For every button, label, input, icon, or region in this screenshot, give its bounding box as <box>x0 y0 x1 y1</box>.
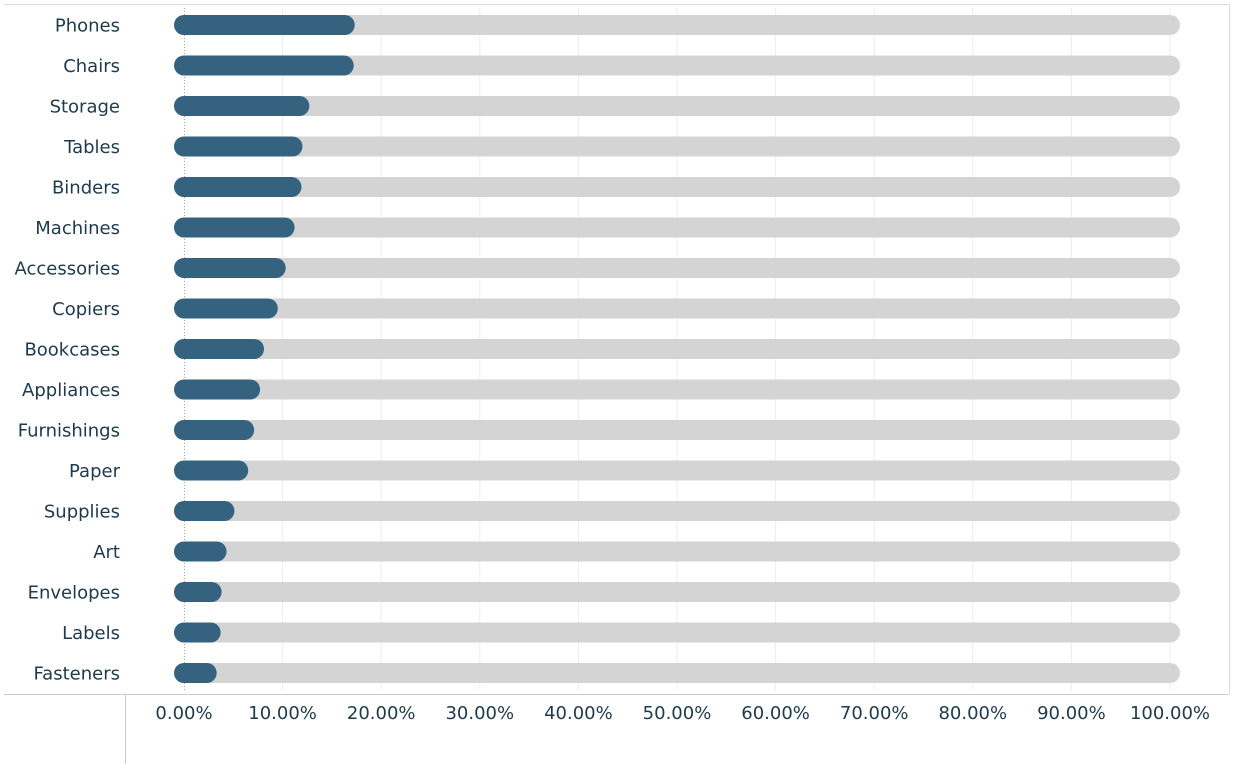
bar-furnishings[interactable] <box>174 420 255 440</box>
category-label: Supplies <box>44 502 120 523</box>
tick-label: 50.00% <box>643 703 712 724</box>
bar-tracks <box>174 15 1180 683</box>
bar-copiers[interactable] <box>174 298 278 319</box>
x-axis-ticks: 0.00% 10.00% 20.00% 30.00% 40.00% 50.00% 60.00… <box>155 703 1210 724</box>
bar-phones[interactable] <box>174 15 355 35</box>
bar-envelopes[interactable] <box>174 582 222 602</box>
bar-track-labels <box>174 622 1180 643</box>
bar-chairs[interactable] <box>174 55 354 76</box>
tick-label: 60.00% <box>741 703 810 724</box>
bar-tables[interactable] <box>174 136 303 157</box>
tick-label: 70.00% <box>840 703 909 724</box>
bar-track-tables <box>174 136 1180 157</box>
bar-art[interactable] <box>174 541 227 562</box>
bar-appliances[interactable] <box>174 379 261 400</box>
bar-track-paper <box>174 460 1180 481</box>
category-label: Labels <box>62 623 120 644</box>
bar-machines[interactable] <box>174 217 295 238</box>
bar-track-appliances <box>174 379 1180 400</box>
bar-track-bookcases <box>174 339 1180 359</box>
category-label: Envelopes <box>28 583 120 604</box>
category-label: Machines <box>35 218 120 239</box>
category-label: Binders <box>52 178 120 199</box>
bar-bookcases[interactable] <box>174 339 265 359</box>
category-label: Art <box>93 542 120 563</box>
category-label: Accessories <box>15 259 121 280</box>
bar-track-accessories <box>174 258 1180 278</box>
category-label: Storage <box>50 97 120 118</box>
bar-track-fasteners <box>174 663 1180 683</box>
bar-supplies[interactable] <box>174 501 235 521</box>
category-labels: Phones Chairs Storage Tables Binders Machines… <box>15 16 121 685</box>
tick-label: 0.00% <box>155 703 212 724</box>
bar-track-storage <box>174 96 1180 116</box>
category-label: Fasteners <box>33 664 120 685</box>
tick-label: 100.00% <box>1130 703 1210 724</box>
tick-label: 20.00% <box>347 703 416 724</box>
bar-track-phones <box>174 15 1180 35</box>
tick-label: 90.00% <box>1037 703 1106 724</box>
category-label: Furnishings <box>18 421 120 442</box>
bar-fasteners[interactable] <box>174 663 217 683</box>
category-label: Chairs <box>63 56 120 77</box>
bar-track-envelopes <box>174 582 1180 602</box>
bar-accessories[interactable] <box>174 258 286 278</box>
bar-paper[interactable] <box>174 460 249 481</box>
bars <box>174 15 355 683</box>
tick-label: 40.00% <box>544 703 613 724</box>
category-label: Paper <box>69 461 121 482</box>
bar-labels[interactable] <box>174 622 221 643</box>
bar-track-machines <box>174 217 1180 238</box>
bar-track-furnishings <box>174 420 1180 440</box>
bar-binders[interactable] <box>174 177 302 197</box>
tick-label: 30.00% <box>445 703 514 724</box>
bar-storage[interactable] <box>174 96 310 116</box>
bar-track-chairs <box>174 55 1180 76</box>
category-label: Bookcases <box>24 340 120 361</box>
bar-track-art <box>174 541 1180 562</box>
category-label: Appliances <box>22 380 120 401</box>
tick-label: 10.00% <box>248 703 317 724</box>
bar-track-binders <box>174 177 1180 197</box>
tick-label: 80.00% <box>938 703 1007 724</box>
category-label: Phones <box>55 16 120 37</box>
bar-track-supplies <box>174 501 1180 521</box>
category-label: Tables <box>63 137 120 158</box>
chart-frame <box>4 4 1230 764</box>
category-label: Copiers <box>52 299 120 320</box>
bar-track-copiers <box>174 298 1180 319</box>
